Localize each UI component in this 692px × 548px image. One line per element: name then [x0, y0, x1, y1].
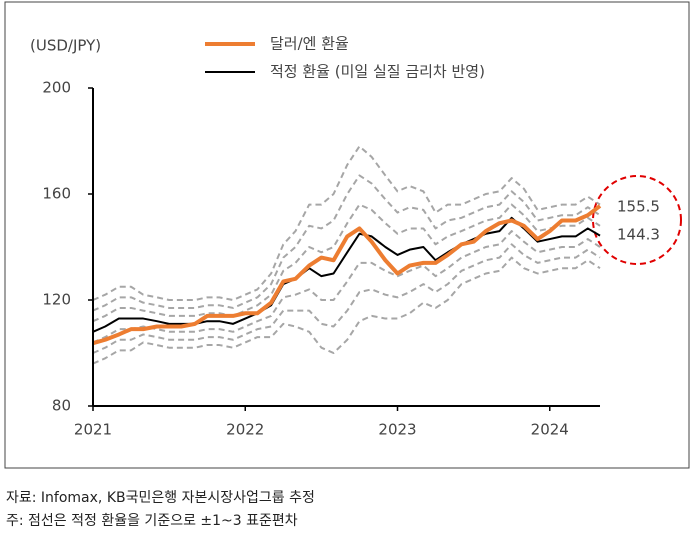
x-tick-label: 2022: [226, 421, 264, 439]
frame: [4, 1, 690, 469]
y-tick-label: 120: [42, 291, 71, 309]
series-line: [92, 204, 602, 346]
band-line: [92, 174, 601, 312]
value-label: 155.5: [617, 198, 660, 216]
band-line: [92, 230, 601, 344]
y-tick-label: 160: [42, 185, 71, 203]
highlight-circle: [592, 175, 682, 265]
band-line: [92, 203, 601, 323]
source-note: 자료: Infomax, KB국민은행 자본시장사업그룹 추정: [6, 490, 315, 506]
footnote: 주: 점선은 적정 환율을 기준으로 ±1~3 표준편차: [6, 513, 298, 529]
legend-label: 적정 환율 (미일 실질 금리차 반영): [270, 63, 485, 81]
x-tick-label: 2024: [531, 421, 569, 439]
y-tick-label: 80: [52, 397, 71, 415]
y-tick-label: 200: [42, 79, 71, 97]
band-line: [92, 145, 601, 301]
legend-label: 달러/엔 환율: [270, 35, 349, 53]
value-label: 144.3: [617, 226, 660, 244]
band-line: [92, 243, 601, 354]
x-tick-label: 2021: [74, 421, 112, 439]
band-line: [92, 256, 601, 365]
x-tick-label: 2023: [378, 421, 416, 439]
y-axis-label: (USD/JPY): [30, 37, 101, 55]
